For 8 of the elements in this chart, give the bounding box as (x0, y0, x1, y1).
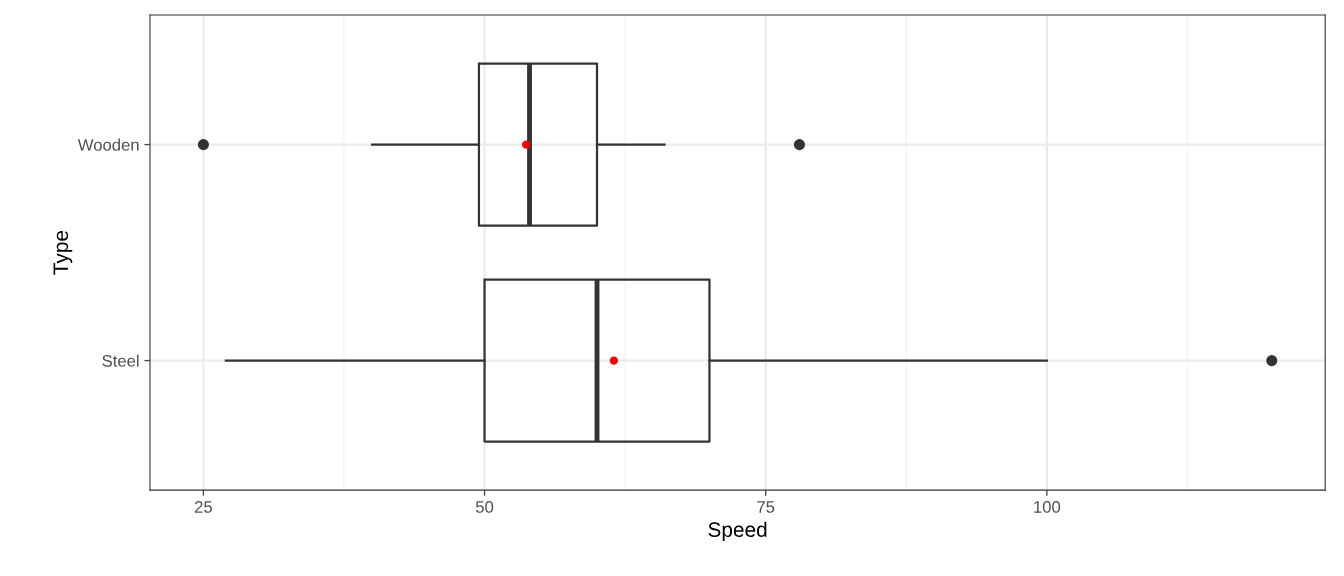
y-tick-label: Steel (102, 354, 139, 367)
x-tick-label: 75 (757, 501, 775, 513)
x-axis-title: Speed (708, 521, 767, 542)
x-tick-label: 50 (475, 501, 494, 513)
x-tick-label: 100 (1034, 501, 1061, 513)
x-tick-label: 25 (194, 501, 212, 513)
y-axis-title: Type (53, 230, 73, 275)
y-tick-label: Wooden (77, 138, 139, 151)
